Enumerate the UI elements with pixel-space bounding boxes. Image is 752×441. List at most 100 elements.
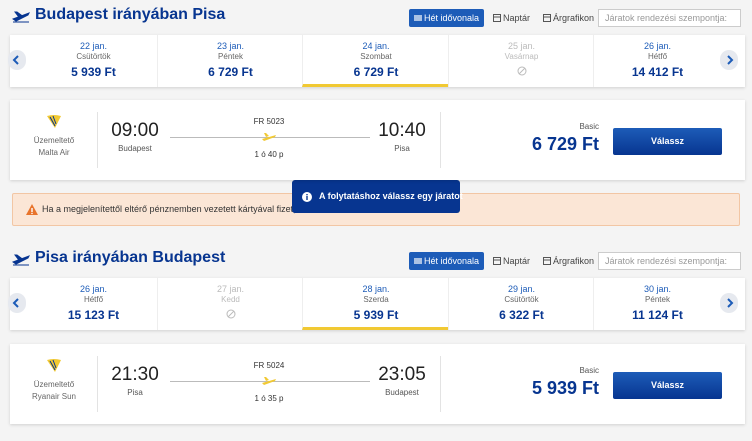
select-button[interactable]: Válassz <box>613 372 722 399</box>
chevron <box>727 55 734 65</box>
view-tab[interactable]: Naptár <box>488 9 534 27</box>
airline-logo <box>47 359 61 372</box>
operator-name: Malta Air <box>38 148 70 157</box>
date-cell[interactable]: 22 jan. Csütörtök 5 939 Ft <box>30 35 157 87</box>
tab-label: Naptár <box>503 256 531 266</box>
tab-label: Árgrafikon <box>553 13 595 23</box>
divider <box>97 112 98 168</box>
date: 28 jan. <box>362 284 390 294</box>
tab-label: Hét idővonala <box>424 256 480 266</box>
price: 14 412 Ft <box>631 65 684 79</box>
warning-icon <box>26 204 38 215</box>
info-icon <box>302 192 312 202</box>
operator-label: Üzemeltető <box>33 380 75 389</box>
weekday: Szerda <box>363 295 389 304</box>
view-tab[interactable]: Hét idővonala <box>409 252 484 270</box>
arrival-city: Budapest <box>385 388 419 397</box>
date-cell[interactable]: 27 jan. Kedd <box>157 278 302 330</box>
weekday: Kedd <box>221 295 240 304</box>
duration: 1 ó 40 p <box>254 150 284 159</box>
sort-select[interactable]: Járatok rendezési szempontja: <box>598 252 741 270</box>
notice-text: Ha a megjelenítettől eltérő pénznemben v… <box>42 204 304 214</box>
weekday: Péntek <box>218 52 243 61</box>
button-label: Válassz <box>650 380 685 390</box>
tab-icon <box>543 257 551 265</box>
unavailable-icon <box>226 309 235 319</box>
tooltip-text: A folytatáshoz válassz egy járatot <box>319 191 463 201</box>
fare-price: 6 729 Ft <box>531 134 599 154</box>
sort-placeholder: Járatok rendezési szempontja: <box>605 13 728 23</box>
chevron <box>12 298 19 308</box>
view-tab[interactable]: Naptár <box>488 252 534 270</box>
weekday: Hétfő <box>647 52 668 61</box>
tab-label: Naptár <box>503 13 531 23</box>
section-title: Pisa irányában Budapest <box>35 249 226 266</box>
divider <box>97 356 98 412</box>
tab-icon <box>414 258 422 264</box>
date-cell[interactable]: 28 jan. Szerda 5 939 Ft <box>302 278 448 330</box>
fare-name: Basic <box>579 122 599 131</box>
date-arrow[interactable] <box>8 293 26 313</box>
airline-logo <box>47 115 61 128</box>
date-cell[interactable]: 25 jan. Vasárnap <box>448 35 593 87</box>
date-cell[interactable]: 26 jan. Hétfő 15 123 Ft <box>30 278 157 330</box>
view-tab[interactable]: Hét idővonala <box>409 9 484 27</box>
flight-number: FR 5024 <box>253 361 285 370</box>
date: 23 jan. <box>216 41 245 51</box>
date-arrow[interactable] <box>720 293 738 313</box>
tab-icon <box>414 15 422 21</box>
tab-icon <box>493 14 501 22</box>
date: 26 jan. <box>643 41 672 51</box>
plane-icon <box>12 254 30 266</box>
date-arrow[interactable] <box>720 50 738 70</box>
operator-label: Üzemeltető <box>33 136 75 145</box>
date: 22 jan. <box>79 41 108 51</box>
date: 26 jan. <box>79 284 108 294</box>
price: 5 939 Ft <box>353 308 399 322</box>
plane-icon <box>12 11 30 23</box>
weekday: Péntek <box>645 295 670 304</box>
weekday: Csütörtök <box>504 295 539 304</box>
divider <box>440 356 441 412</box>
date: 24 jan. <box>362 41 390 51</box>
tab-label: Hét idővonala <box>424 13 480 23</box>
fare-price: 5 939 Ft <box>531 378 599 398</box>
arrival-time: 23:05 <box>378 364 426 385</box>
view-tab[interactable]: Árgrafikon <box>538 252 594 270</box>
arrival-time: 10:40 <box>378 120 426 141</box>
price: 11 124 Ft <box>632 308 683 322</box>
duration: 1 ó 35 p <box>254 394 284 403</box>
date-strip: 26 jan. Hétfő 15 123 Ft 27 jan. Kedd 28 jan. S… <box>10 278 745 330</box>
date-cell[interactable]: 26 jan. Hétfő 14 412 Ft <box>593 35 720 87</box>
route-plane <box>262 133 276 141</box>
weekday: Vasárnap <box>504 52 539 61</box>
departure-time: 21:30 <box>111 364 159 385</box>
date: 30 jan. <box>643 284 672 294</box>
tooltip: A folytatáshoz válassz egy járatot <box>292 172 463 213</box>
date-cell[interactable]: 29 jan. Csütörtök 6 322 Ft <box>448 278 593 330</box>
price: 15 123 Ft <box>67 308 120 322</box>
date-cell[interactable]: 30 jan. Péntek 11 124 Ft <box>593 278 720 330</box>
select-button[interactable]: Válassz <box>613 128 722 155</box>
weekday: Szombat <box>360 52 392 61</box>
flight-card: Üzemeltető Ryanair Sun 21:30 Pisa FR 5024 1 ó… <box>10 344 745 424</box>
tab-icon <box>543 14 551 22</box>
date-cell[interactable]: 24 jan. Szombat 6 729 Ft <box>302 35 448 87</box>
weekday: Csütörtök <box>76 52 111 61</box>
date: 29 jan. <box>507 284 536 294</box>
date-cell[interactable]: 23 jan. Péntek 6 729 Ft <box>157 35 302 87</box>
price: 6 729 Ft <box>353 65 399 79</box>
view-tab[interactable]: Árgrafikon <box>538 9 594 27</box>
section-title: Budapest irányában Pisa <box>35 6 226 23</box>
tab-icon <box>493 257 501 265</box>
weekday: Hétfő <box>83 295 104 304</box>
departure-time: 09:00 <box>111 120 159 141</box>
date-arrow[interactable] <box>8 50 26 70</box>
button-label: Válassz <box>650 136 685 146</box>
sort-select[interactable]: Járatok rendezési szempontja: <box>598 9 741 27</box>
tab-label: Árgrafikon <box>553 256 595 266</box>
chevron <box>727 298 734 308</box>
sort-placeholder: Járatok rendezési szempontja: <box>605 256 728 266</box>
departure-city: Budapest <box>118 144 152 153</box>
